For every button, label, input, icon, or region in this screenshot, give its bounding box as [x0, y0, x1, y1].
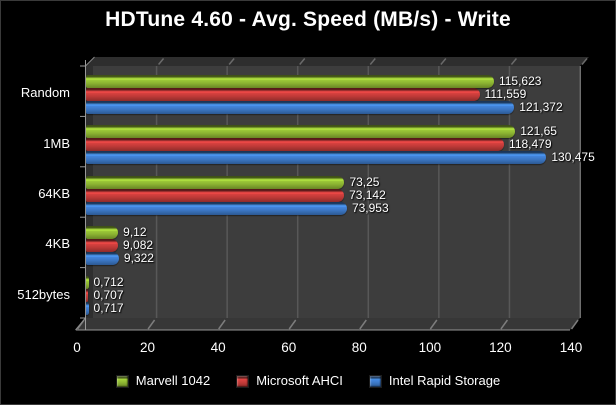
floor-tick-notch	[218, 319, 226, 330]
floor-tick-notch	[570, 319, 579, 330]
value-axis-tick-label: 140	[559, 340, 583, 355]
bar	[86, 201, 347, 215]
bar-value-label: 73,953	[351, 200, 389, 215]
bar-value-label: 121,65	[520, 124, 557, 139]
bar	[86, 302, 89, 316]
bar-value-label: 118,479	[509, 137, 552, 152]
bar	[86, 251, 119, 265]
bar	[86, 175, 345, 189]
value-axis-tick-label: 60	[281, 340, 297, 355]
chart-title: HDTune 4.60 - Avg. Speed (MB/s) - Write	[105, 8, 511, 31]
top-tick-notch	[581, 58, 588, 65]
category-label: 1MB	[43, 135, 70, 151]
category-label: Random	[20, 85, 70, 101]
floor-tick-notch	[359, 319, 367, 330]
bar-value-label: 115,623	[498, 73, 542, 88]
category-label: 64KB	[38, 186, 70, 201]
value-axis-labels: 0 20 40 60 80 100 120 140	[0, 340, 616, 358]
bar	[86, 138, 505, 152]
bar-value-label: 73,25	[349, 174, 380, 189]
bar	[86, 225, 119, 239]
bar-value-label: 73,142	[349, 187, 386, 202]
bars-layer: 115,623 111,559 121,372 121,65 118,479 130,47…	[86, 66, 595, 318]
bar-value-label: 9,322	[123, 250, 154, 265]
floor-tick-notch	[288, 319, 297, 330]
top-tick-notch	[157, 58, 165, 65]
category-label: 4KB	[45, 236, 70, 252]
top-tick-notch	[510, 58, 518, 65]
bar-value-label: 9,12	[123, 224, 147, 239]
category-axis-labels: Random 1MB 64KB 4KB 512bytes	[0, 66, 78, 318]
bar	[86, 151, 547, 165]
bar	[86, 100, 515, 114]
floor-tick-notch	[147, 319, 156, 330]
legend-series-name: Marvell 1042	[135, 373, 211, 388]
legend-swatch-icon	[236, 374, 250, 388]
axis-top-bevel	[85, 56, 95, 67]
legend: Marvell 1042 Microsoft AHCI Intel Rapid St…	[0, 374, 616, 388]
bar	[86, 238, 119, 252]
value-axis-tick-label: 100	[418, 340, 442, 355]
top-tick-notch	[228, 58, 235, 65]
bar-value-label: 121,372	[519, 99, 563, 114]
value-axis-tick-label: 20	[140, 340, 156, 355]
bar	[86, 188, 345, 202]
bar-value-label: 0,717	[93, 301, 124, 316]
bar-value-label: 0,707	[93, 288, 124, 303]
legend-item: Marvell 1042	[115, 373, 211, 388]
legend-swatch-icon	[368, 374, 382, 388]
axis-bottom-bevel	[75, 317, 86, 331]
bar	[86, 74, 494, 88]
value-axis-tick-label: 80	[351, 340, 367, 355]
plot-top-face	[86, 57, 589, 66]
legend-swatch-icon	[115, 374, 129, 388]
value-axis-tick-label: 40	[210, 340, 226, 355]
bar	[86, 276, 89, 290]
value-axis-tick-label: 0	[73, 340, 81, 355]
top-tick-notch	[440, 58, 447, 65]
legend-item: Intel Rapid Storage	[368, 373, 501, 388]
bar-value-label: 9,082	[123, 237, 154, 252]
floor-tick-notch	[429, 319, 438, 330]
bar-value-label: 130,475	[551, 150, 595, 165]
category-label: 512bytes	[17, 286, 70, 302]
legend-series-name: Microsoft AHCI	[256, 373, 343, 388]
top-tick-notch	[369, 58, 376, 65]
bar-value-label: 0,712	[93, 275, 124, 290]
legend-item: Microsoft AHCI	[236, 374, 343, 388]
legend-series-name: Intel Rapid Storage	[388, 373, 501, 388]
value-axis-tick-label: 120	[489, 340, 512, 355]
bar	[86, 125, 516, 139]
plot-floor	[76, 318, 580, 330]
floor-tick-notch	[500, 319, 509, 330]
top-tick-notch	[299, 58, 306, 65]
bar	[86, 289, 89, 303]
bar-value-label: 111,559	[484, 86, 527, 101]
bar	[86, 87, 480, 101]
